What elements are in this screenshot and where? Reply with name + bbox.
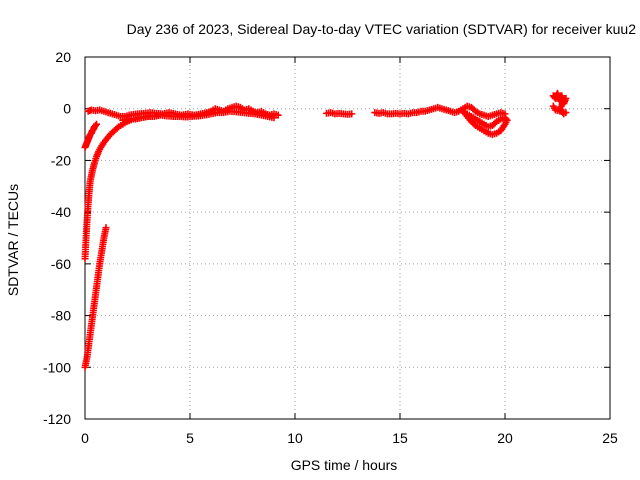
y-tick-label: -40 xyxy=(51,204,71,220)
x-axis-label: GPS time / hours xyxy=(291,457,398,473)
data-points xyxy=(81,89,570,371)
y-tick-label: 0 xyxy=(63,101,71,117)
series-arc-lower-band xyxy=(119,107,278,124)
data-point xyxy=(102,224,110,232)
data-point xyxy=(274,111,282,119)
series-arc-mid xyxy=(371,102,509,120)
series-arc-steep xyxy=(81,224,110,371)
y-tick-labels: -120 -100 -80 -60 -40 -20 0 20 xyxy=(43,49,71,427)
data-point xyxy=(348,110,356,118)
x-tick-label: 10 xyxy=(287,430,303,446)
chart-title: Day 236 of 2023, Sidereal Day-to-day VTE… xyxy=(127,21,637,37)
data-point xyxy=(93,120,101,128)
series-arc-gap-1 xyxy=(323,109,356,118)
series-arc-loop xyxy=(459,107,511,139)
y-tick-label: -100 xyxy=(43,359,71,375)
x-tick-label: 0 xyxy=(81,430,89,446)
y-tick-label: -20 xyxy=(51,152,71,168)
data-point xyxy=(463,110,471,118)
y-axis-label: SDTVAR / TECUs xyxy=(5,184,21,296)
x-tick-label: 20 xyxy=(497,430,513,446)
series-arc-late xyxy=(549,89,570,118)
y-tick-label: -80 xyxy=(51,308,71,324)
data-point xyxy=(92,122,99,130)
x-tick-label: 25 xyxy=(602,430,618,446)
y-tick-label: 20 xyxy=(55,49,71,65)
series-arc-high xyxy=(81,120,101,151)
x-tick-label: 5 xyxy=(186,430,194,446)
y-tick-label: -120 xyxy=(43,411,71,427)
data-point xyxy=(549,102,557,110)
x-tick-label: 15 xyxy=(392,430,408,446)
data-point xyxy=(270,114,278,122)
x-tick-labels: 0 5 10 15 20 25 xyxy=(81,430,618,446)
y-tick-label: -60 xyxy=(51,256,71,272)
